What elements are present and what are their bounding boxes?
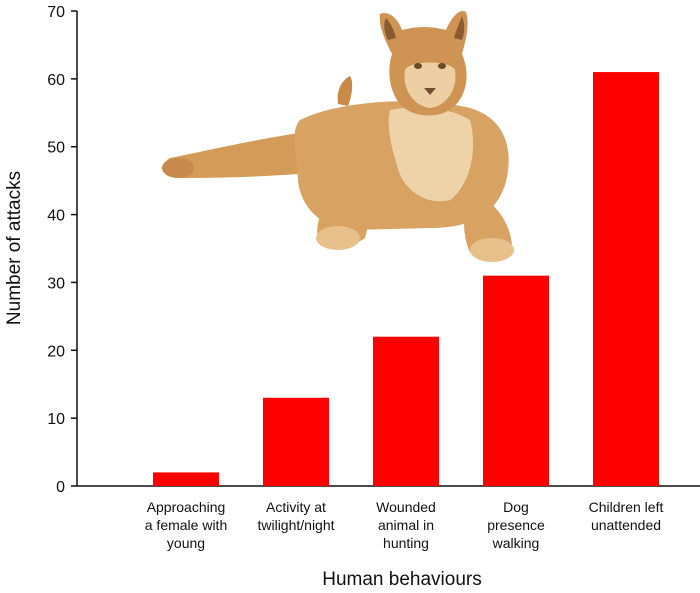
bar xyxy=(483,275,549,486)
x-tick-label: Activity at twilight/night xyxy=(257,499,334,533)
y-tick-label: 50 xyxy=(47,140,65,157)
y-tick-label: 30 xyxy=(47,275,65,292)
y-axis-title: Number of attacks xyxy=(4,171,25,325)
y-tick-label: 20 xyxy=(47,343,65,360)
y-tick-label: 60 xyxy=(47,72,65,89)
bar xyxy=(153,472,219,486)
bar xyxy=(373,336,439,486)
x-tick-label: Approaching a female with young xyxy=(145,499,227,551)
cougar-image xyxy=(162,10,514,262)
bar xyxy=(263,397,329,486)
x-tick-label: Wounded animal in hunting xyxy=(376,499,436,551)
category-labels: Approaching a female with young Activity at… xyxy=(145,499,664,551)
y-tick-label: 0 xyxy=(56,479,65,496)
bars xyxy=(153,72,659,487)
y-tick-label: 40 xyxy=(47,208,65,225)
x-tick-label: Children left unattended xyxy=(589,499,664,533)
y-tick-label: 10 xyxy=(47,411,65,428)
x-tick-label: Dog presence walking xyxy=(487,499,545,551)
bar xyxy=(593,72,659,487)
x-axis-title: Human behaviours xyxy=(322,569,481,590)
y-tick-label: 70 xyxy=(47,4,65,21)
